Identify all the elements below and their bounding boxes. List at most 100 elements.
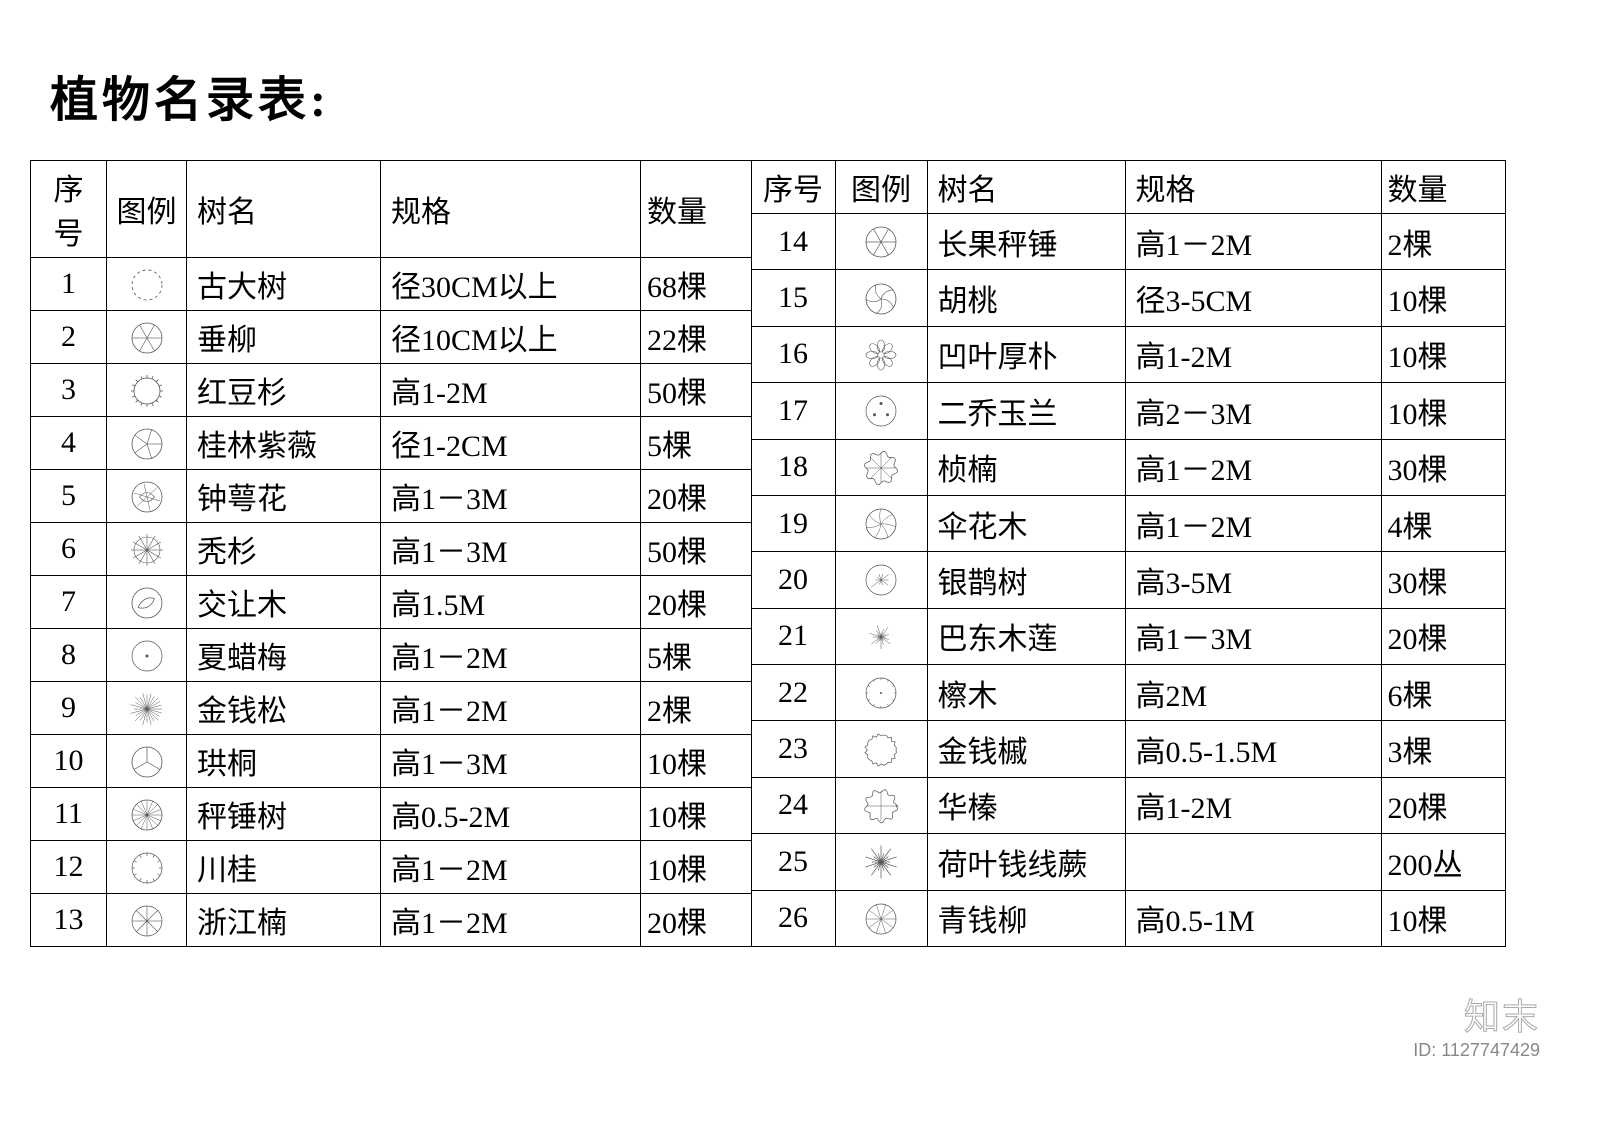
cell-name: 秤锤树 — [187, 788, 381, 841]
cell-name: 青钱柳 — [927, 890, 1125, 947]
plant-symbol-icon — [129, 689, 165, 722]
cell-num: 16 — [751, 326, 835, 382]
cell-spec: 高1－3M — [1125, 608, 1381, 664]
cell-spec: 高1－3M — [381, 735, 641, 788]
cell-icon — [835, 383, 927, 439]
plant-symbol-icon — [863, 280, 899, 313]
header-icon: 图例 — [107, 161, 187, 258]
plant-symbol-icon — [129, 265, 165, 298]
cell-name: 桂林紫薇 — [187, 417, 381, 470]
cell-icon — [107, 364, 187, 417]
cell-qty: 20棵 — [641, 894, 751, 947]
cell-name: 二乔玉兰 — [927, 383, 1125, 439]
cell-num: 11 — [31, 788, 107, 841]
plant-symbol-icon — [129, 424, 165, 457]
cell-name: 胡桃 — [927, 270, 1125, 326]
plant-symbol-icon — [129, 583, 165, 616]
cell-spec: 高1－2M — [1125, 439, 1381, 495]
cell-icon — [107, 682, 187, 735]
cell-qty: 6棵 — [1381, 665, 1505, 721]
cell-spec: 高1－2M — [1125, 214, 1381, 270]
cell-name: 交让木 — [187, 576, 381, 629]
header-qty: 数量 — [1381, 161, 1505, 214]
table-row: 17二乔玉兰高2－3M10棵 — [751, 383, 1505, 439]
plant-symbol-icon — [863, 731, 899, 764]
table-row: 10珙桐高1－3M10棵 — [31, 735, 751, 788]
cell-icon — [835, 721, 927, 777]
plant-symbol-icon — [863, 336, 899, 369]
cell-qty: 68棵 — [641, 258, 751, 311]
cell-qty: 20棵 — [641, 576, 751, 629]
table-row: 13浙江楠高1－2M20棵 — [31, 894, 751, 947]
cell-name: 夏蜡梅 — [187, 629, 381, 682]
table-row: 20银鹊树高3-5M30棵 — [751, 552, 1505, 608]
cell-qty: 10棵 — [641, 841, 751, 894]
cell-spec: 高2－3M — [1125, 383, 1381, 439]
cell-qty: 5棵 — [641, 417, 751, 470]
cell-qty: 10棵 — [1381, 890, 1505, 947]
cell-name: 垂柳 — [187, 311, 381, 364]
cell-num: 25 — [751, 834, 835, 890]
cell-qty: 10棵 — [641, 788, 751, 841]
cell-num: 26 — [751, 890, 835, 947]
table-row: 6秃杉高1－3M50棵 — [31, 523, 751, 576]
cell-num: 22 — [751, 665, 835, 721]
table-row: 7交让木高1.5M20棵 — [31, 576, 751, 629]
cell-qty: 50棵 — [641, 364, 751, 417]
cell-spec: 高1-2M — [1125, 326, 1381, 382]
cell-qty: 10棵 — [1381, 270, 1505, 326]
table-row: 16凹叶厚朴高1-2M10棵 — [751, 326, 1505, 382]
cell-icon — [107, 470, 187, 523]
cell-qty: 4棵 — [1381, 495, 1505, 551]
table-row: 4 桂林紫薇径1-2CM5棵 — [31, 417, 751, 470]
cell-spec: 高2M — [1125, 665, 1381, 721]
plant-symbol-icon — [129, 530, 165, 563]
cell-icon — [835, 834, 927, 890]
table-row: 11秤锤树高0.5-2M10棵 — [31, 788, 751, 841]
header-num: 序号 — [751, 161, 835, 214]
cell-num: 18 — [751, 439, 835, 495]
cell-spec: 径1-2CM — [381, 417, 641, 470]
cell-num: 5 — [31, 470, 107, 523]
cell-num: 17 — [751, 383, 835, 439]
watermark: 知末 ID: 1127747429 — [1413, 988, 1540, 1061]
cell-qty: 20棵 — [1381, 608, 1505, 664]
cell-spec: 径30CM以上 — [381, 258, 641, 311]
header-spec: 规格 — [1125, 161, 1381, 214]
cell-icon — [835, 890, 927, 947]
cell-name: 檫木 — [927, 665, 1125, 721]
plant-symbol-icon — [863, 392, 899, 425]
cell-num: 3 — [31, 364, 107, 417]
plant-symbol-icon — [129, 742, 165, 775]
cell-qty: 30棵 — [1381, 552, 1505, 608]
cell-spec: 高1-2M — [1125, 777, 1381, 833]
cell-qty: 200丛 — [1381, 834, 1505, 890]
plant-symbol-icon — [129, 848, 165, 881]
table-header-row: 序号 图例 树名 规格 数量 — [751, 161, 1505, 214]
cell-num: 14 — [751, 214, 835, 270]
table-row: 24华榛高1-2M20棵 — [751, 777, 1505, 833]
watermark-name: 知末 — [1413, 988, 1540, 1040]
cell-qty: 20棵 — [641, 470, 751, 523]
plant-symbol-icon — [863, 449, 899, 482]
cell-name: 银鹊树 — [927, 552, 1125, 608]
cell-name: 荷叶钱线蕨 — [927, 834, 1125, 890]
cell-name: 古大树 — [187, 258, 381, 311]
plant-symbol-icon — [863, 843, 899, 876]
cell-icon — [107, 735, 187, 788]
cell-qty: 30棵 — [1381, 439, 1505, 495]
table-row: 15胡桃径3-5CM10棵 — [751, 270, 1505, 326]
header-qty: 数量 — [641, 161, 751, 258]
cell-icon — [107, 311, 187, 364]
cell-icon — [835, 326, 927, 382]
table-row: 23金钱槭高0.5-1.5M3棵 — [751, 721, 1505, 777]
cell-num: 10 — [31, 735, 107, 788]
cell-name: 珙桐 — [187, 735, 381, 788]
header-icon: 图例 — [835, 161, 927, 214]
cell-name: 桢楠 — [927, 439, 1125, 495]
cell-spec: 高1－3M — [381, 470, 641, 523]
cell-icon — [835, 439, 927, 495]
cell-qty: 2棵 — [641, 682, 751, 735]
plant-symbol-icon — [129, 318, 165, 351]
cell-num: 4 — [31, 417, 107, 470]
